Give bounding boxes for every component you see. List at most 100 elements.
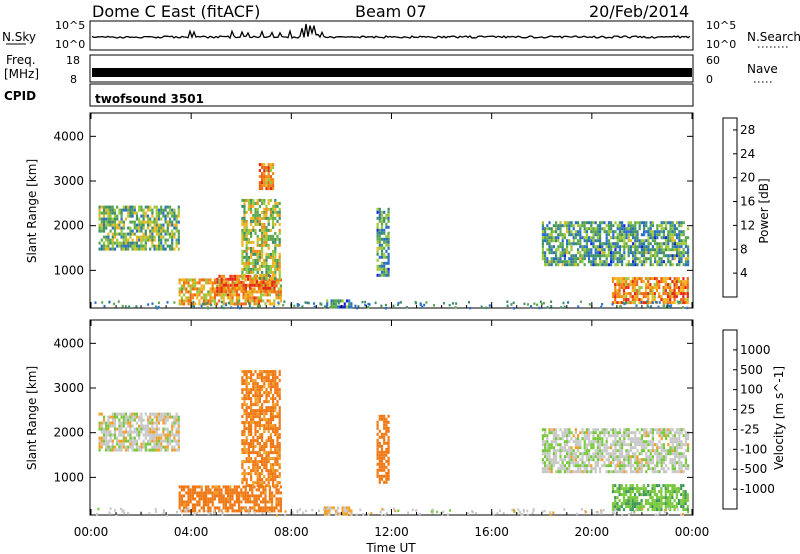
power-cell [658,233,661,237]
cpid-panel-frame [89,83,694,107]
power-cell [138,205,141,209]
power-cell [267,264,270,268]
velocity-cell [568,470,571,474]
power-cell [166,244,169,248]
velocity-cell [579,446,582,450]
velocity-cell [634,440,637,444]
power-cell [592,257,595,261]
velocity-cell [175,433,178,437]
velocity-cell [187,491,190,495]
power-cell [397,303,399,306]
velocity-cell [629,440,632,444]
power-cell [568,260,571,264]
velocity-cell [682,484,685,488]
nsearch-tick-top: 10^5 [706,19,736,32]
velocity-cell [566,437,569,441]
power-cell [665,263,668,267]
velocity-cell [258,409,261,413]
power-cell [140,226,143,230]
velocity-cell [135,415,139,419]
power-cell [631,286,634,290]
power-cell [563,248,566,252]
velocity-cell [644,502,648,506]
power-cell [127,208,130,212]
power-cell [238,274,241,278]
velocity-cell [276,412,279,416]
velocity-cell [563,443,566,447]
power-cell [243,231,246,235]
velocity-cell [191,491,194,495]
power-cell [566,230,569,234]
power-cell [250,228,253,232]
power-cell [610,245,613,249]
velocity-cell [211,494,214,498]
power-cell [385,273,388,277]
power-cell [247,277,250,281]
velocity-cell [155,412,158,416]
power-cell [579,239,582,243]
velocity-cell [658,458,661,462]
velocity-cell [122,436,125,440]
power-cell [542,301,545,305]
power-cell [168,247,172,251]
velocity-cell [245,460,248,464]
power-cell [254,210,257,214]
velocity-cell [256,403,259,407]
velocity-cell [268,506,271,510]
power-cell [667,257,670,261]
velocity-cell [684,508,687,512]
power-cell [590,227,593,231]
velocity-cell [627,434,630,438]
velocity-cell [603,461,606,465]
power-cell [658,260,661,264]
power-cell [627,239,630,243]
velocity-cell [155,439,158,443]
velocity-cell [376,456,379,460]
velocity-cell [263,400,266,404]
velocity-cell [605,437,608,441]
velocity-cell [332,506,335,510]
velocity-cell [666,490,670,494]
velocity-cell [113,445,117,449]
power-cell [581,260,584,264]
velocity-cell [264,488,267,492]
velocity-cell [205,503,208,507]
power-cell [207,281,210,285]
power-cell [387,246,390,250]
power-cell [631,301,634,305]
power-cell [166,238,169,242]
velocity-cell [666,496,670,500]
power-cell [189,278,192,282]
velocity-cell [241,415,244,419]
velocity-cell [245,481,248,485]
power-cell [681,306,684,309]
power-cell [592,239,595,243]
velocity-cell [243,469,246,473]
velocity-cell [116,427,119,431]
velocity-cell [341,509,344,513]
power-cell [177,235,180,239]
velocity-cell [649,452,652,456]
velocity-cell [649,493,652,497]
power-cell [645,224,648,228]
velocity-cell [243,403,246,407]
power-cell [189,287,192,291]
power-cell [222,274,225,278]
power-cell [196,296,199,300]
power-cell [665,306,668,310]
power-cell [242,296,245,300]
velocity-cell [127,430,130,434]
power-cell [651,245,654,249]
velocity-cell [196,503,199,507]
velocity-cell [265,460,268,464]
power-cell [227,286,230,290]
power-cell [146,217,150,221]
velocity-cell [273,506,276,510]
power-cell [235,299,238,303]
power-cell [383,237,386,241]
velocity-cell [261,424,264,428]
power-cell [611,280,615,284]
velocity-cell [636,464,639,468]
velocity-cell [676,443,679,447]
velocity-cell [627,437,630,441]
